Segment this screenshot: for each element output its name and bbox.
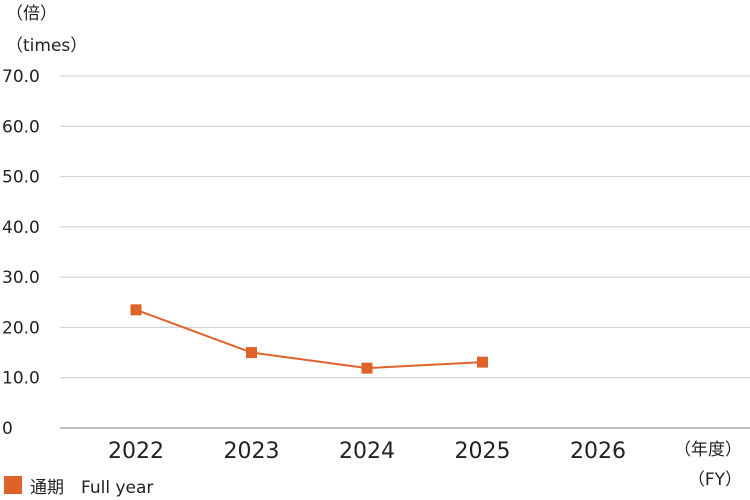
data-point xyxy=(477,356,488,368)
x-axis-unit-ja: （年度） xyxy=(674,440,742,460)
data-point xyxy=(361,362,373,374)
x-tick-label: 2022 xyxy=(108,439,164,464)
x-tick-label: 2026 xyxy=(570,439,626,464)
x-tick-label: 2025 xyxy=(455,439,511,464)
y-tick-label: 70.0 xyxy=(2,67,40,87)
x-tick-label: 2023 xyxy=(224,439,280,464)
legend-label: 通期 Full year xyxy=(30,477,154,498)
legend-swatch xyxy=(4,476,22,494)
data-point xyxy=(130,304,142,316)
legend: 通期 Full year xyxy=(4,474,154,498)
y-tick-label: 50.0 xyxy=(2,168,40,188)
y-axis-label-ja: （倍） xyxy=(6,4,57,24)
y-tick-label: 60.0 xyxy=(2,117,40,137)
y-tick-label: 30.0 xyxy=(2,268,40,288)
y-axis-label-en: （times） xyxy=(6,36,88,56)
x-tick-label: 2024 xyxy=(339,439,395,464)
series-line xyxy=(135,308,483,370)
data-point xyxy=(246,347,257,359)
x-axis-unit-en: （FY） xyxy=(687,470,742,490)
y-tick-label: 10.0 xyxy=(2,369,40,389)
y-tick-label: 0 xyxy=(2,419,13,439)
y-tick-label: 20.0 xyxy=(2,318,40,338)
y-tick-label: 40.0 xyxy=(2,218,40,238)
